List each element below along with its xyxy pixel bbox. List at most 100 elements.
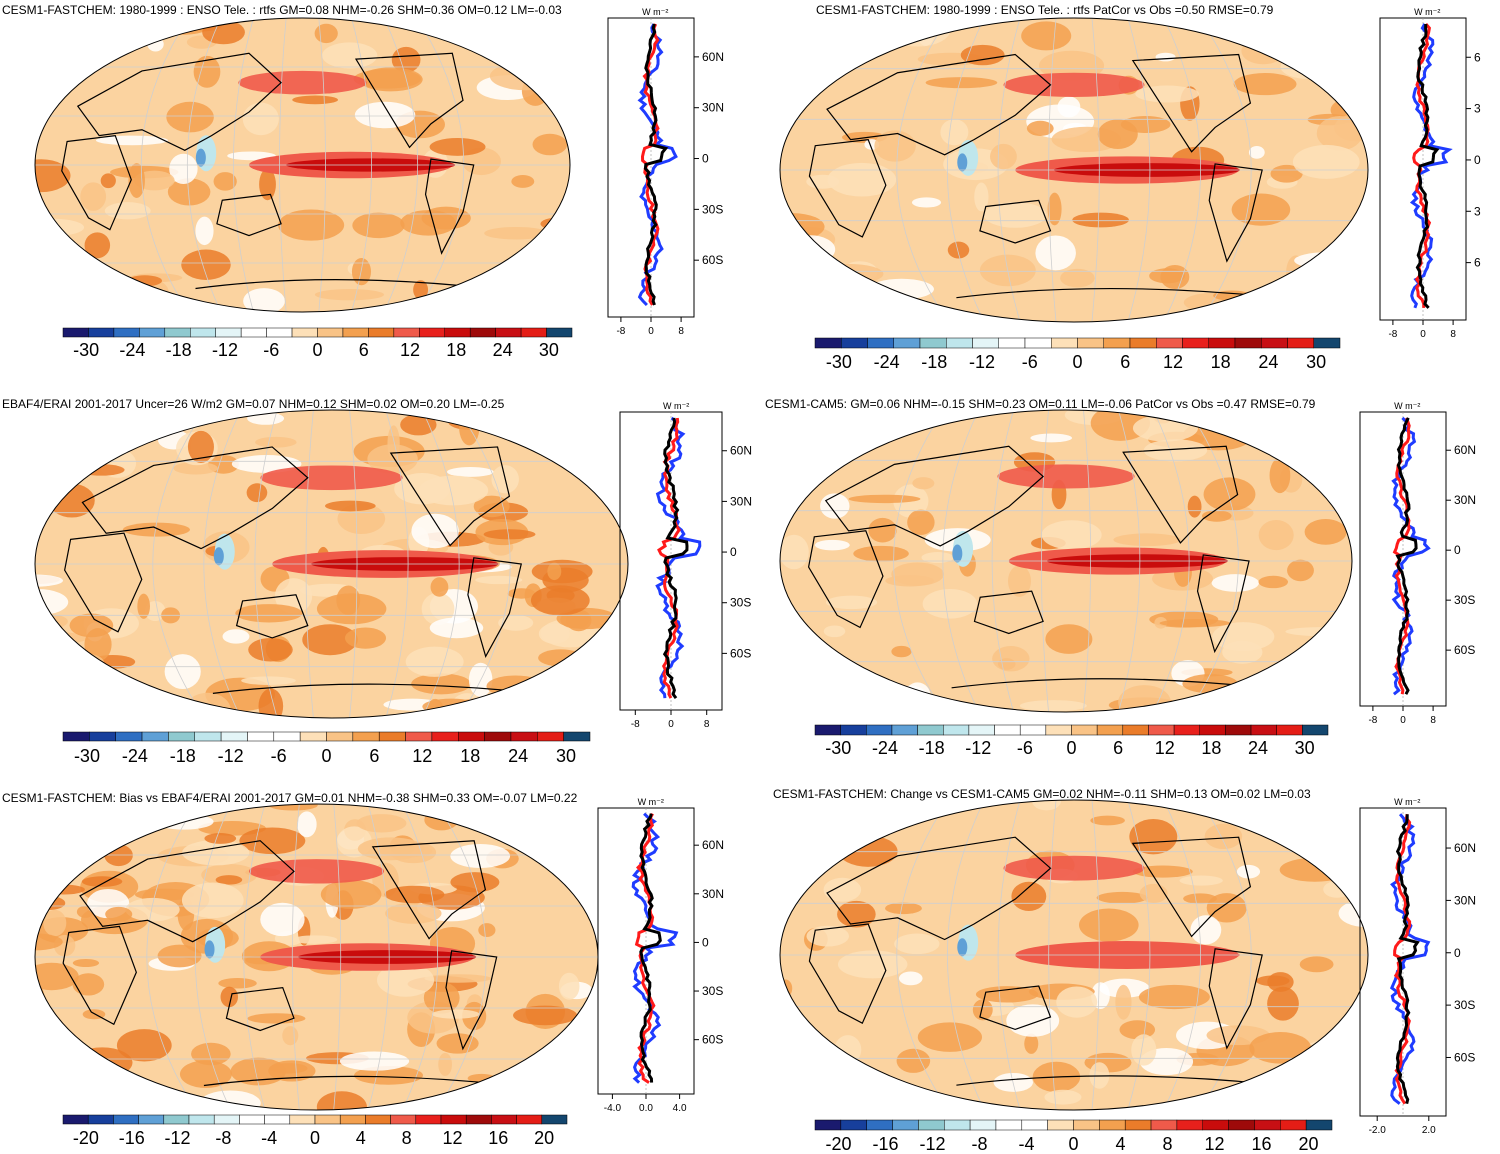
colorbar-tick-label: 6 (359, 340, 369, 360)
map-field-blob (1024, 1033, 1039, 1054)
profile-lat-label: 0 (702, 152, 709, 166)
map-field-blob (357, 837, 425, 861)
map-field-blob (1236, 864, 1261, 879)
colorbar-swatch (352, 731, 380, 742)
map-field-blob (231, 455, 302, 473)
map-field-blob (405, 646, 464, 677)
colorbar-swatch (419, 327, 445, 338)
colorbar-tick-label: 24 (508, 746, 528, 766)
map-field-blob (837, 900, 876, 928)
colorbar-swatch (1287, 337, 1314, 349)
profile-lat-label: 30S (702, 984, 723, 998)
colorbar-swatch (867, 337, 894, 349)
profile-x-tick: -8 (616, 326, 625, 337)
colorbar-tick-label: -30 (74, 746, 100, 766)
map-field-blob (972, 999, 993, 1021)
colorbar-tick-label: -18 (921, 352, 947, 372)
coastline (424, 158, 475, 255)
colorbar-swatch (1208, 337, 1236, 349)
chart-panel-6: -20 -16 -12 -8 -4 0 4 8 12 16 20 W m⁻² 60N 30N 0 30S 60S… (773, 787, 1476, 1154)
map-field-blob (1155, 52, 1176, 62)
coastline (956, 1075, 1280, 1086)
colorbar-swatch (247, 731, 275, 742)
map-field-blob (540, 818, 565, 849)
profile-x-tick: -8 (1388, 329, 1397, 340)
map-field-blob (1334, 114, 1368, 142)
map-field-blob (104, 202, 151, 220)
profile-lat-label: 30N (702, 101, 724, 115)
colorbar-swatch (87, 1114, 114, 1125)
map-field-blob (870, 425, 893, 437)
coastline (212, 683, 540, 694)
map-field-blob (1113, 533, 1181, 547)
map-field-blob (1249, 1032, 1312, 1064)
colorbar-tick-label: -20 (73, 1128, 99, 1148)
map-field-blob (35, 815, 64, 852)
colorbar-swatch (563, 731, 591, 742)
colorbar-swatch (1313, 337, 1341, 349)
map-field-blob (58, 856, 89, 866)
map-field-blob (169, 153, 198, 185)
colorbar-tick-label: -8 (971, 1134, 987, 1154)
map-field-blob (558, 972, 580, 1000)
map-field-blob (422, 698, 481, 715)
colorbar-swatch (368, 327, 395, 338)
colorbar-swatch (1024, 337, 1052, 349)
colorbar-swatch (188, 1114, 215, 1125)
chart-panel-4: -30 -24 -18 -12 -6 0 6 12 18 24 30 W m⁻² 60N 30N 0 30S 6… (765, 397, 1476, 758)
colorbar-tick-label: -6 (1017, 738, 1033, 758)
colorbar-tick-label: -12 (212, 340, 238, 360)
map-field-blob (297, 811, 317, 838)
colorbar-swatch (1096, 724, 1124, 736)
coastline (979, 985, 1052, 1031)
colorbar-swatch (1045, 724, 1072, 736)
map-field-blob (202, 20, 245, 45)
map-field-blob (921, 552, 954, 563)
coastline (973, 590, 1044, 635)
map-field-blob (1292, 144, 1360, 179)
map-field-blob (471, 702, 487, 713)
colorbar-swatch (1150, 1119, 1178, 1131)
colorbar-swatch (317, 327, 344, 338)
map-field-blob (825, 595, 878, 610)
coastline (371, 840, 487, 940)
colorbar-swatch (163, 1114, 190, 1125)
colorbar-tick-label: -18 (919, 738, 945, 758)
profile-lat-label: 30S (702, 202, 723, 216)
map-field-blob (84, 232, 111, 259)
map-field-blob (179, 1060, 232, 1089)
map-field-blob (227, 151, 276, 161)
map-field-blob (780, 456, 810, 492)
profile-series-line (655, 416, 702, 699)
map-field-blob (81, 876, 123, 887)
map-field-blob (1222, 640, 1263, 664)
map-field-blob (55, 1063, 103, 1083)
map-field-blob (235, 604, 303, 623)
map-field-blob (278, 209, 345, 241)
map-field-blob (893, 685, 927, 706)
colorbar-swatch (1051, 337, 1078, 349)
colorbar-swatch (113, 327, 140, 338)
colorbar-swatch (1254, 1119, 1281, 1131)
profile-lat-label: 60N (1454, 841, 1476, 855)
map-field-blob (259, 168, 276, 201)
map-field-blob (1139, 883, 1168, 904)
map-field-blob (128, 163, 145, 198)
map-field-blob (1280, 54, 1338, 80)
colorbar-tick-label: 6 (369, 746, 379, 766)
colorbar-tick-label: 0 (310, 1128, 320, 1148)
profile-lat-label: 60N (702, 838, 724, 852)
profile-x-tick: -8 (631, 719, 640, 730)
map-field-blob (1323, 881, 1351, 898)
colorbar-swatch (1276, 724, 1303, 736)
map-field-blob (894, 933, 940, 955)
map-field-blob (573, 828, 598, 850)
colorbar-swatch (138, 1114, 165, 1125)
map-field-blob (990, 143, 1017, 170)
colorbar-swatch (998, 337, 1026, 349)
colorbar-swatch (1261, 337, 1288, 349)
map-field-blob (1269, 457, 1291, 494)
map-field-blob (292, 95, 339, 105)
colorbar-swatch (484, 731, 512, 742)
map-field-blob (125, 897, 180, 922)
